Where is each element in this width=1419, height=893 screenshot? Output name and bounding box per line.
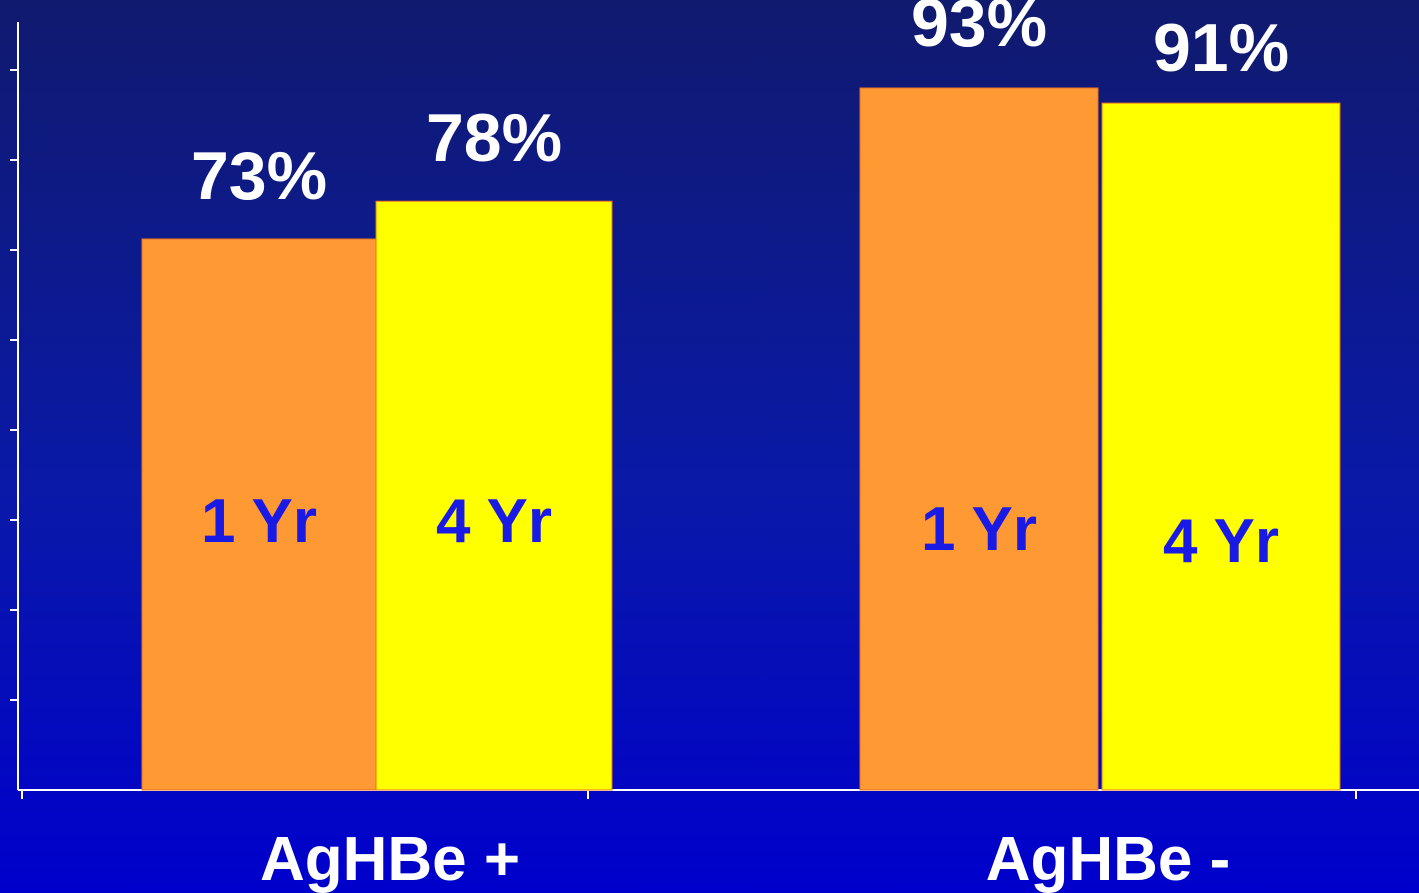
bar-aghbe-neg-4yr <box>1101 102 1341 791</box>
bar-series-label: 4 Yr <box>436 487 552 556</box>
bar-aghbe-pos-4yr <box>375 200 613 791</box>
value-label: 93% <box>911 0 1047 61</box>
category-label: AgHBe - <box>986 825 1231 893</box>
bar-aghbe-neg-1yr <box>859 87 1099 791</box>
value-label: 73% <box>191 138 327 214</box>
chart-labels: 73% 1 Yr 78% 4 Yr AgHBe + 93% 1 Yr 91% 4 Yr AgHBe… <box>191 0 1289 893</box>
bar-series-label: 1 Yr <box>201 487 317 556</box>
category-label: AgHBe + <box>260 825 520 893</box>
value-label: 78% <box>426 100 562 176</box>
chart-bars <box>141 87 1341 791</box>
bar-series-label: 4 Yr <box>1163 507 1279 576</box>
value-label: 91% <box>1153 10 1289 86</box>
bar-aghbe-pos-1yr <box>141 238 377 791</box>
bar-series-label: 1 Yr <box>921 495 1037 564</box>
